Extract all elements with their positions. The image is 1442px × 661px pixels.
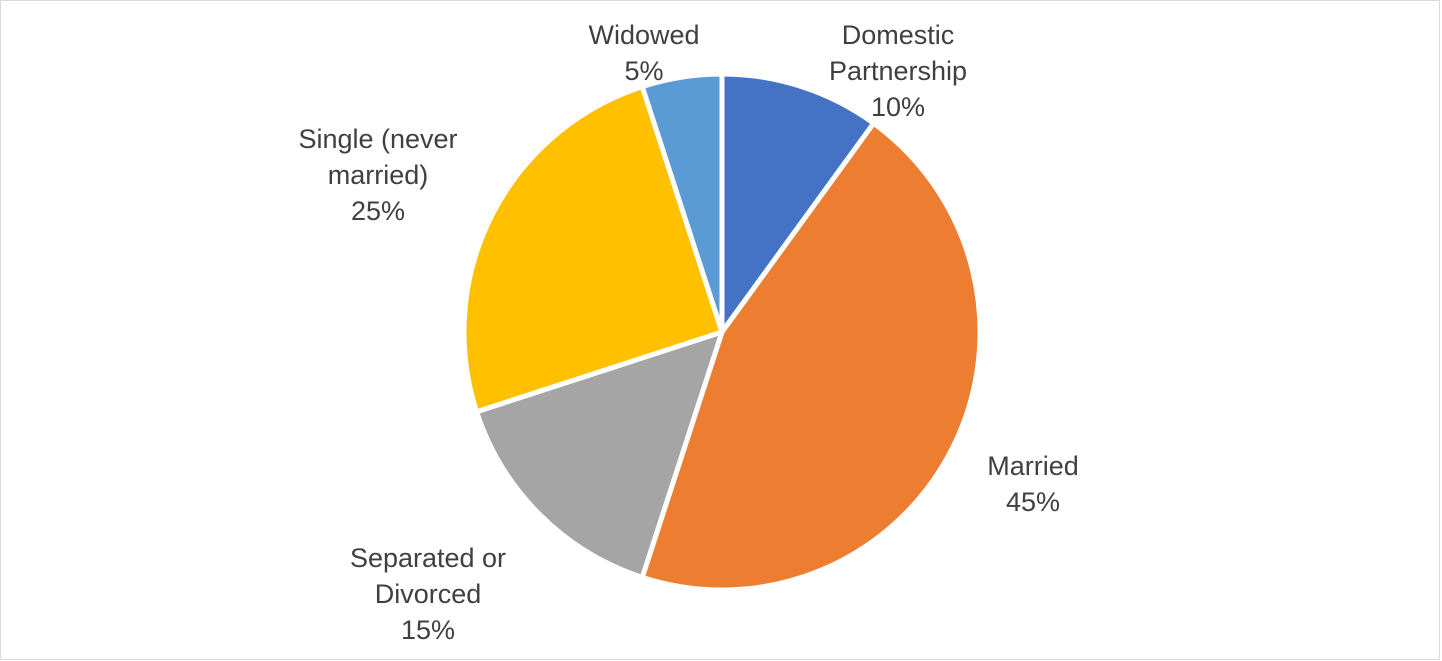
data-label-line: 10% [871, 92, 925, 122]
data-label-line: 25% [351, 196, 405, 226]
pie-slice-single-never-married [461, 84, 725, 415]
data-label-line: Widowed [588, 20, 699, 50]
data-label-line: Domestic [842, 20, 955, 50]
data-label-line: married) [328, 160, 429, 190]
data-label-married: Married 45% [987, 451, 1079, 517]
data-labels: Domestic Partnership 10% Married 45% Separate… [298, 20, 1078, 645]
pie-slice-married [639, 120, 983, 593]
data-label-line: Single (never [298, 124, 457, 154]
pie-slice-domestic-partnership [719, 71, 877, 335]
data-label-line: Divorced [375, 579, 482, 609]
data-label-line: Partnership [829, 56, 967, 86]
pie-slices [461, 71, 983, 593]
pie-slice-widowed [639, 71, 725, 335]
data-label-line: Separated or [350, 543, 506, 573]
data-label-separated-or-divorced: Separated or Divorced 15% [350, 543, 506, 645]
data-label-widowed: Widowed 5% [588, 20, 699, 86]
data-label-line: 5% [624, 56, 663, 86]
data-label-line: Married [987, 451, 1079, 481]
data-label-domestic-partnership: Domestic Partnership 10% [829, 20, 967, 122]
data-label-single-never-married: Single (never married) 25% [298, 124, 457, 226]
data-label-line: 45% [1006, 487, 1060, 517]
data-label-line: 15% [401, 615, 455, 645]
